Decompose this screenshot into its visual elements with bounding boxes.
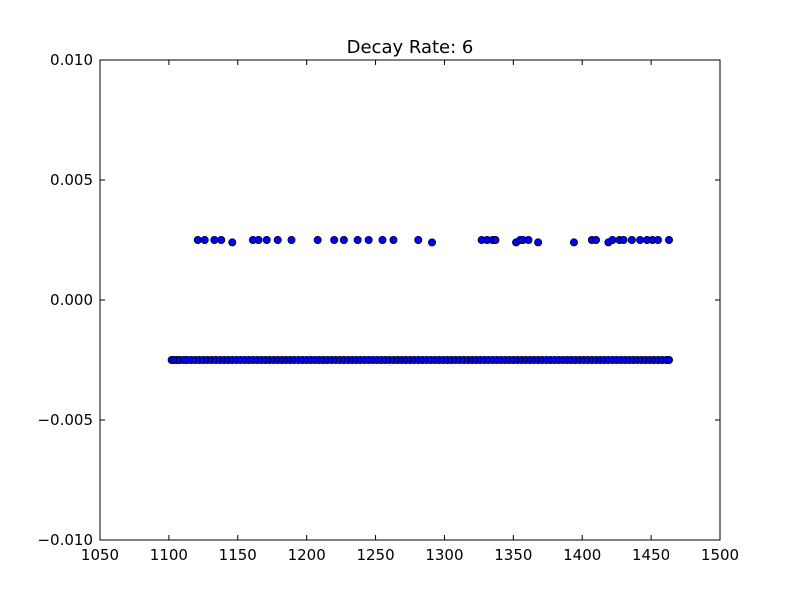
x-tick-label: 1150 — [219, 546, 257, 564]
x-tick-label: 1100 — [150, 546, 188, 564]
data-point — [654, 235, 663, 244]
data-point — [287, 235, 296, 244]
data-point — [353, 235, 362, 244]
data-point — [608, 235, 617, 244]
data-point — [228, 238, 237, 247]
data-point — [200, 235, 209, 244]
y-axis: 0.010 0.005 0.000 −0.005 −0.010 — [37, 51, 720, 549]
plot-area-frame — [99, 59, 721, 541]
x-tick-label: 1300 — [425, 546, 463, 564]
data-point — [524, 235, 533, 244]
data-point — [627, 235, 636, 244]
data-point — [210, 235, 219, 244]
y-tick-label: 0.010 — [50, 51, 93, 69]
data-point — [217, 235, 226, 244]
x-tick-label: 1450 — [632, 546, 670, 564]
data-point — [262, 235, 271, 244]
x-tick-label: 1500 — [701, 546, 739, 564]
data-point — [665, 235, 674, 244]
data-point — [569, 238, 578, 247]
x-tick-label: 1350 — [494, 546, 532, 564]
data-point — [193, 235, 202, 244]
data-point — [364, 235, 373, 244]
data-point — [378, 235, 387, 244]
data-points — [167, 235, 674, 364]
data-point — [428, 238, 437, 247]
y-tick-label: 0.005 — [50, 171, 93, 189]
data-point — [313, 235, 322, 244]
data-point — [665, 355, 674, 364]
data-point — [592, 235, 601, 244]
x-tick-label: 1250 — [356, 546, 394, 564]
y-tick-label: −0.010 — [37, 531, 93, 549]
data-point — [491, 235, 500, 244]
data-point — [339, 235, 348, 244]
x-axis: 1050 1100 1150 1200 1250 1300 1350 1400 1450 1500 — [81, 60, 739, 564]
data-point — [534, 238, 543, 247]
data-point — [330, 235, 339, 244]
data-point — [389, 235, 398, 244]
chart-title: Decay Rate: 6 — [347, 37, 474, 58]
x-tick-label: 1200 — [288, 546, 326, 564]
x-tick-label: 1050 — [81, 546, 119, 564]
data-point — [636, 235, 645, 244]
data-point — [273, 235, 282, 244]
data-point — [254, 235, 263, 244]
data-point — [619, 235, 628, 244]
y-tick-label: −0.005 — [37, 411, 93, 429]
data-point — [414, 235, 423, 244]
x-tick-label: 1400 — [563, 546, 601, 564]
y-tick-label: 0.000 — [50, 291, 93, 309]
